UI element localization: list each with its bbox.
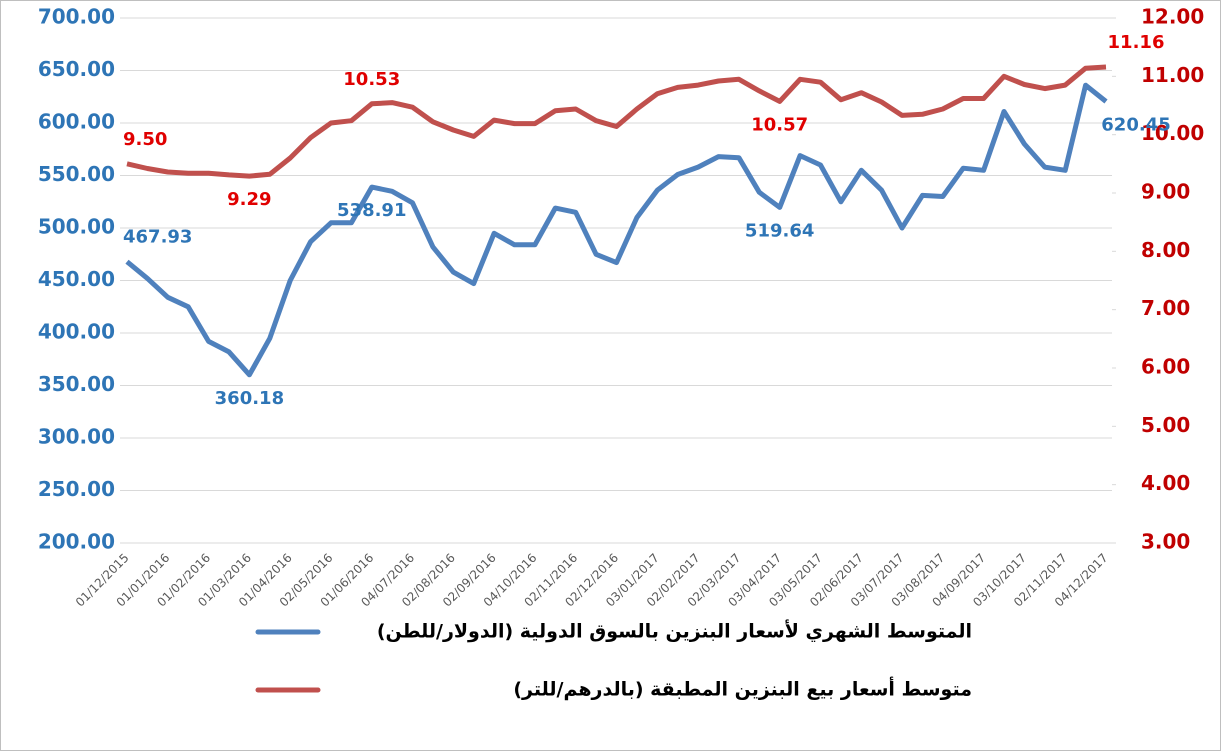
data-label: 538.91 (337, 200, 406, 221)
y-tick-label: 350.00 (38, 372, 115, 396)
y-tick-label: 700.00 (38, 5, 115, 29)
legend-label: المتوسط الشهري لأسعار البنزين بالسوق الد… (377, 620, 972, 644)
y2-tick-label: 9.00 (1141, 180, 1190, 204)
data-label: 9.29 (227, 189, 271, 210)
data-label: 10.57 (751, 114, 808, 135)
y2-tick-label: 7.00 (1141, 296, 1190, 320)
y-tick-label: 650.00 (38, 57, 115, 81)
y2-tick-label: 3.00 (1141, 530, 1190, 554)
y2-tick-label: 10.00 (1141, 121, 1204, 145)
y-tick-label: 550.00 (38, 162, 115, 186)
data-label: 360.18 (215, 388, 284, 409)
y-tick-label: 300.00 (38, 425, 115, 449)
y-tick-label: 200.00 (38, 530, 115, 554)
y-tick-label: 400.00 (38, 320, 115, 344)
y2-tick-label: 12.00 (1141, 5, 1204, 29)
data-label: 9.50 (123, 129, 167, 150)
y-tick-label: 250.00 (38, 477, 115, 501)
y2-tick-label: 11.00 (1141, 63, 1204, 87)
series-line (125, 82, 1108, 378)
data-label: 620.45 (1101, 115, 1170, 136)
data-label: 11.16 (1108, 32, 1165, 53)
data-label: 467.93 (123, 227, 192, 248)
legend-label: متوسط أسعار بيع البنزين المطبقة (بالدرهم… (513, 677, 972, 701)
y-tick-label: 450.00 (38, 267, 115, 291)
y2-tick-label: 5.00 (1141, 413, 1190, 437)
y-tick-label: 500.00 (38, 215, 115, 239)
series-line (126, 64, 1107, 179)
y2-tick-label: 4.00 (1141, 471, 1190, 495)
y2-tick-label: 8.00 (1141, 238, 1190, 262)
y2-tick-label: 6.00 (1141, 355, 1190, 379)
y-tick-label: 600.00 (38, 110, 115, 134)
data-label: 10.53 (343, 69, 400, 90)
data-label: 519.64 (745, 220, 814, 241)
